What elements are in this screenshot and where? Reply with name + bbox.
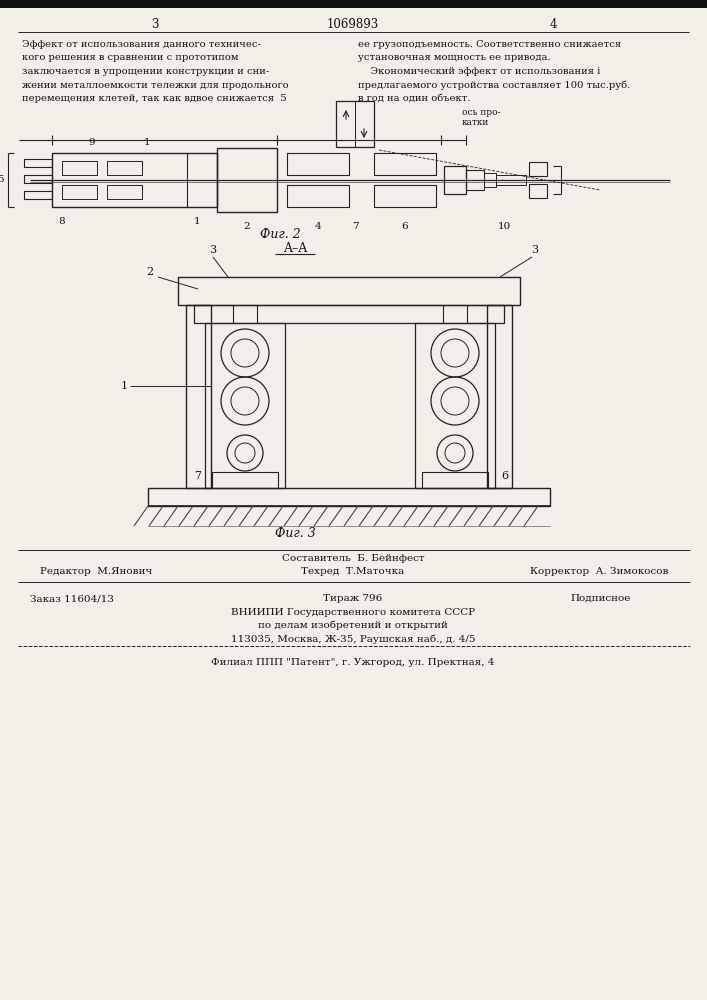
Text: ось про-
катки: ось про- катки bbox=[462, 108, 501, 127]
Bar bbox=[186, 305, 211, 488]
Text: кого решения в сравнении с прототипом: кого решения в сравнении с прототипом bbox=[22, 53, 238, 62]
Text: 113035, Москва, Ж-35, Раушская наб., д. 4/5: 113035, Москва, Ж-35, Раушская наб., д. … bbox=[230, 634, 475, 644]
Text: 3: 3 bbox=[209, 245, 216, 255]
Bar bbox=[415, 323, 495, 488]
Text: Корректор  А. Зимокосов: Корректор А. Зимокосов bbox=[530, 567, 668, 576]
Bar bbox=[374, 185, 436, 207]
Text: 1: 1 bbox=[144, 138, 151, 147]
Bar bbox=[217, 148, 277, 212]
Text: 1: 1 bbox=[121, 381, 128, 391]
Bar bbox=[484, 173, 496, 187]
Bar bbox=[422, 472, 488, 488]
Bar bbox=[529, 162, 547, 176]
Bar bbox=[24, 191, 52, 199]
Bar bbox=[107, 161, 142, 175]
Bar bbox=[24, 159, 52, 167]
Bar bbox=[529, 184, 547, 198]
Text: 3: 3 bbox=[532, 245, 539, 255]
Text: A–A: A–A bbox=[283, 242, 307, 255]
Bar bbox=[24, 175, 52, 183]
Text: 7: 7 bbox=[194, 471, 201, 481]
Text: Заказ 11604/13: Заказ 11604/13 bbox=[30, 594, 114, 603]
Bar bbox=[466, 170, 484, 190]
Bar bbox=[178, 277, 520, 305]
Bar bbox=[336, 101, 374, 147]
Text: ее грузоподъемность. Соответственно снижается: ее грузоподъемность. Соответственно сниж… bbox=[358, 40, 621, 49]
Text: установочная мощность ее привода.: установочная мощность ее привода. bbox=[358, 53, 551, 62]
Text: 4: 4 bbox=[549, 17, 556, 30]
Bar bbox=[148, 488, 550, 506]
Bar bbox=[287, 185, 349, 207]
Text: 1: 1 bbox=[194, 217, 200, 226]
Bar bbox=[107, 185, 142, 199]
Text: 2: 2 bbox=[244, 222, 250, 231]
Text: 4: 4 bbox=[315, 222, 321, 231]
Text: 10: 10 bbox=[498, 222, 510, 231]
Text: заключается в упрощении конструкции и сни-: заключается в упрощении конструкции и сн… bbox=[22, 67, 269, 76]
Text: Фиг. 3: Фиг. 3 bbox=[274, 527, 315, 540]
Bar bbox=[205, 323, 285, 488]
Text: ВНИИПИ Государственного комитета СССР: ВНИИПИ Государственного комитета СССР bbox=[231, 608, 475, 617]
Bar bbox=[374, 153, 436, 175]
Text: 3: 3 bbox=[151, 17, 159, 30]
Text: 1069893: 1069893 bbox=[327, 17, 379, 30]
Text: Редактор  М.Янович: Редактор М.Янович bbox=[40, 567, 152, 576]
Text: 8: 8 bbox=[59, 217, 65, 226]
Text: Техред  Т.Маточка: Техред Т.Маточка bbox=[301, 567, 404, 576]
Text: Подписное: Подписное bbox=[570, 594, 631, 603]
Text: Эффект от использования данного техничес-: Эффект от использования данного техничес… bbox=[22, 40, 261, 49]
Text: 6: 6 bbox=[402, 222, 409, 231]
Text: 7: 7 bbox=[351, 222, 358, 231]
Text: предлагаемого устройства составляет 100 тыс.руб.: предлагаемого устройства составляет 100 … bbox=[358, 81, 630, 90]
Text: Составитель  Б. Бейнфест: Составитель Б. Бейнфест bbox=[281, 554, 424, 563]
Text: Фиг. 2: Фиг. 2 bbox=[259, 228, 300, 241]
Bar bbox=[194, 305, 504, 323]
Text: жении металлоемкости тележки для продольного: жении металлоемкости тележки для продоль… bbox=[22, 81, 288, 90]
Bar bbox=[62, 185, 97, 199]
Bar bbox=[212, 472, 278, 488]
Text: 9: 9 bbox=[88, 138, 95, 147]
Text: перемещения клетей, так как вдвое снижается  5: перемещения клетей, так как вдвое снижае… bbox=[22, 94, 287, 103]
Bar bbox=[487, 305, 512, 488]
Text: Экономический эффект от использования і: Экономический эффект от использования і bbox=[358, 67, 600, 76]
Bar bbox=[444, 166, 466, 194]
Text: 5: 5 bbox=[0, 176, 4, 184]
Text: 6: 6 bbox=[501, 471, 508, 481]
Text: 2: 2 bbox=[146, 267, 153, 277]
Text: Филиал ППП "Патент", г. Ужгород, ул. Пректная, 4: Филиал ППП "Патент", г. Ужгород, ул. Пре… bbox=[211, 658, 495, 667]
Bar bbox=[62, 161, 97, 175]
Text: по делам изобретений и открытий: по делам изобретений и открытий bbox=[258, 621, 448, 631]
Bar bbox=[287, 153, 349, 175]
Bar bbox=[0, 0, 707, 8]
Text: в год на один объект.: в год на один объект. bbox=[358, 94, 470, 103]
Bar bbox=[52, 153, 217, 207]
Text: Тираж 796: Тираж 796 bbox=[323, 594, 382, 603]
Bar bbox=[496, 175, 526, 185]
